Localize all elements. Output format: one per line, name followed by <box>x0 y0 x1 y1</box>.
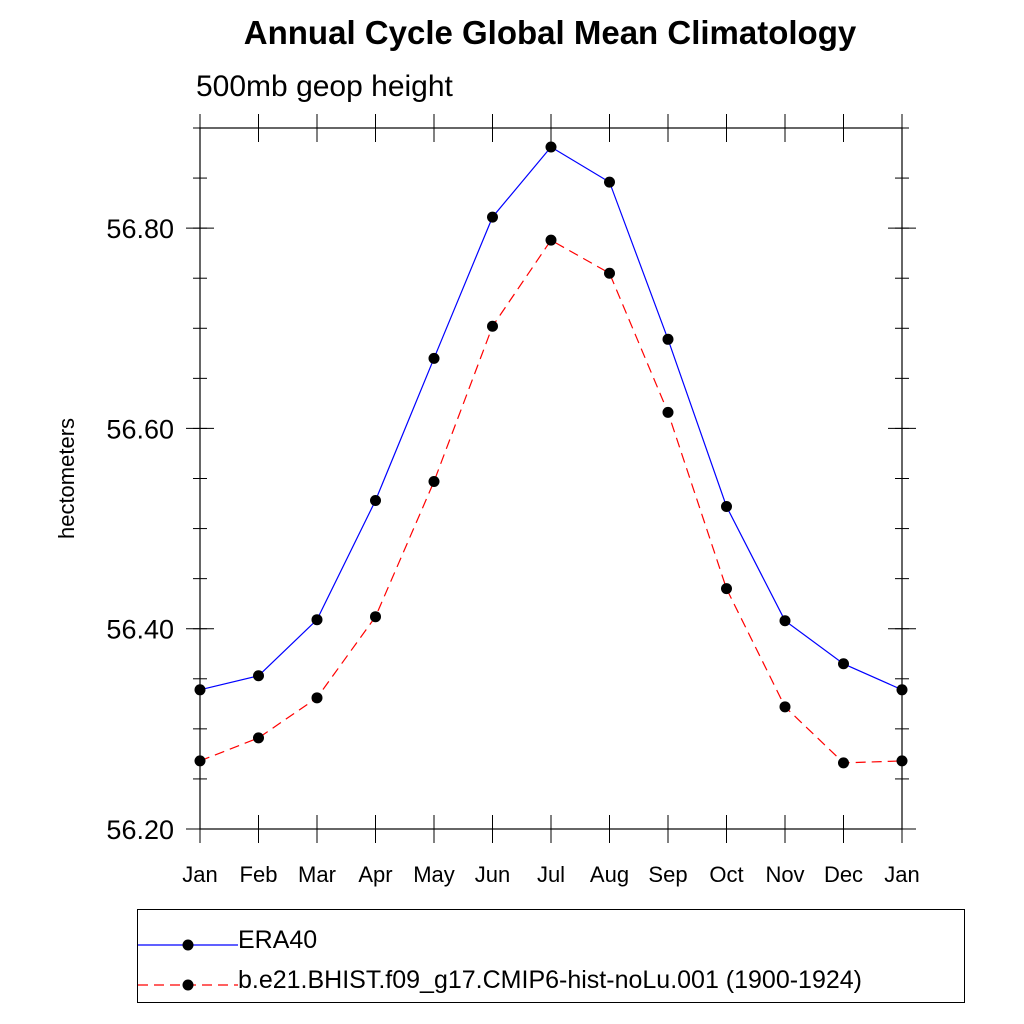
data-point-model <box>487 320 498 332</box>
series-line-era40 <box>199 146 903 691</box>
chart-title: Annual Cycle Global Mean Climatology <box>243 14 857 51</box>
axes: Jan Feb Mar Apr May Jun Jul Aug Sep Oct Nov Dec Jan 5… <box>54 114 920 887</box>
data-point-era40 <box>428 352 440 364</box>
data-point-era40 <box>545 141 557 153</box>
data-point-era40 <box>662 333 674 345</box>
x-tick-label: Jun <box>475 862 510 887</box>
legend-swatch-model <box>138 979 238 991</box>
data-point-era40 <box>487 211 498 223</box>
data-point-model <box>721 583 732 595</box>
data-point-model <box>253 732 264 744</box>
data-point-model <box>194 755 206 767</box>
data-point-model <box>662 406 674 418</box>
legend-marker-era40 <box>182 939 194 951</box>
series-layer <box>194 141 908 769</box>
data-point-model <box>896 755 908 767</box>
x-tick-label: Apr <box>358 862 392 887</box>
data-point-era40 <box>896 684 908 696</box>
legend-swatch-era40 <box>138 939 238 951</box>
data-point-model <box>604 267 615 279</box>
data-point-era40 <box>838 658 849 670</box>
x-tick-label: Sep <box>648 862 687 887</box>
x-tick-label: Dec <box>824 862 863 887</box>
data-point-era40 <box>721 501 732 513</box>
x-tick-label: Aug <box>590 862 629 887</box>
data-point-era40 <box>194 684 206 696</box>
data-point-era40 <box>604 176 615 188</box>
plot-frame <box>199 127 903 830</box>
series-line-model <box>199 239 903 764</box>
y-tick-label: 56.40 <box>106 615 174 645</box>
data-point-model <box>779 701 791 713</box>
chart-subtitle: 500mb geop height <box>196 70 453 103</box>
x-tick-label: Nov <box>765 862 804 887</box>
data-point-model <box>370 611 381 623</box>
legend-label-era40: ERA40 <box>238 926 318 954</box>
x-tick-label: May <box>413 862 455 887</box>
y-tick-label: 56.80 <box>106 214 174 244</box>
y-tick-label: 56.20 <box>106 815 174 845</box>
legend-item-era40: ERA40 <box>138 919 964 959</box>
legend-marker-model <box>182 979 194 991</box>
data-point-era40 <box>253 670 264 682</box>
x-tick-label: Jan <box>182 862 217 887</box>
data-point-model <box>311 692 323 704</box>
legend: ERA40 b.e21.BHIST.f09_g17.CMIP6-hist-noL… <box>137 909 965 1003</box>
data-point-model <box>428 476 440 488</box>
legend-item-model: b.e21.BHIST.f09_g17.CMIP6-hist-noLu.001 … <box>138 959 964 999</box>
y-axis-label: hectometers <box>54 418 79 539</box>
x-tick-label: Jan <box>884 862 919 887</box>
y-tick-label: 56.60 <box>106 414 174 444</box>
data-point-model <box>838 757 849 769</box>
data-point-era40 <box>370 495 381 507</box>
x-tick-label: Mar <box>298 862 336 887</box>
x-tick-label: Feb <box>240 862 278 887</box>
data-point-era40 <box>779 615 791 627</box>
x-tick-label: Oct <box>709 862 743 887</box>
legend-label-model: b.e21.BHIST.f09_g17.CMIP6-hist-noLu.001 … <box>238 966 862 994</box>
x-tick-label: Jul <box>537 862 565 887</box>
data-point-model <box>545 234 557 246</box>
data-point-era40 <box>311 614 323 626</box>
